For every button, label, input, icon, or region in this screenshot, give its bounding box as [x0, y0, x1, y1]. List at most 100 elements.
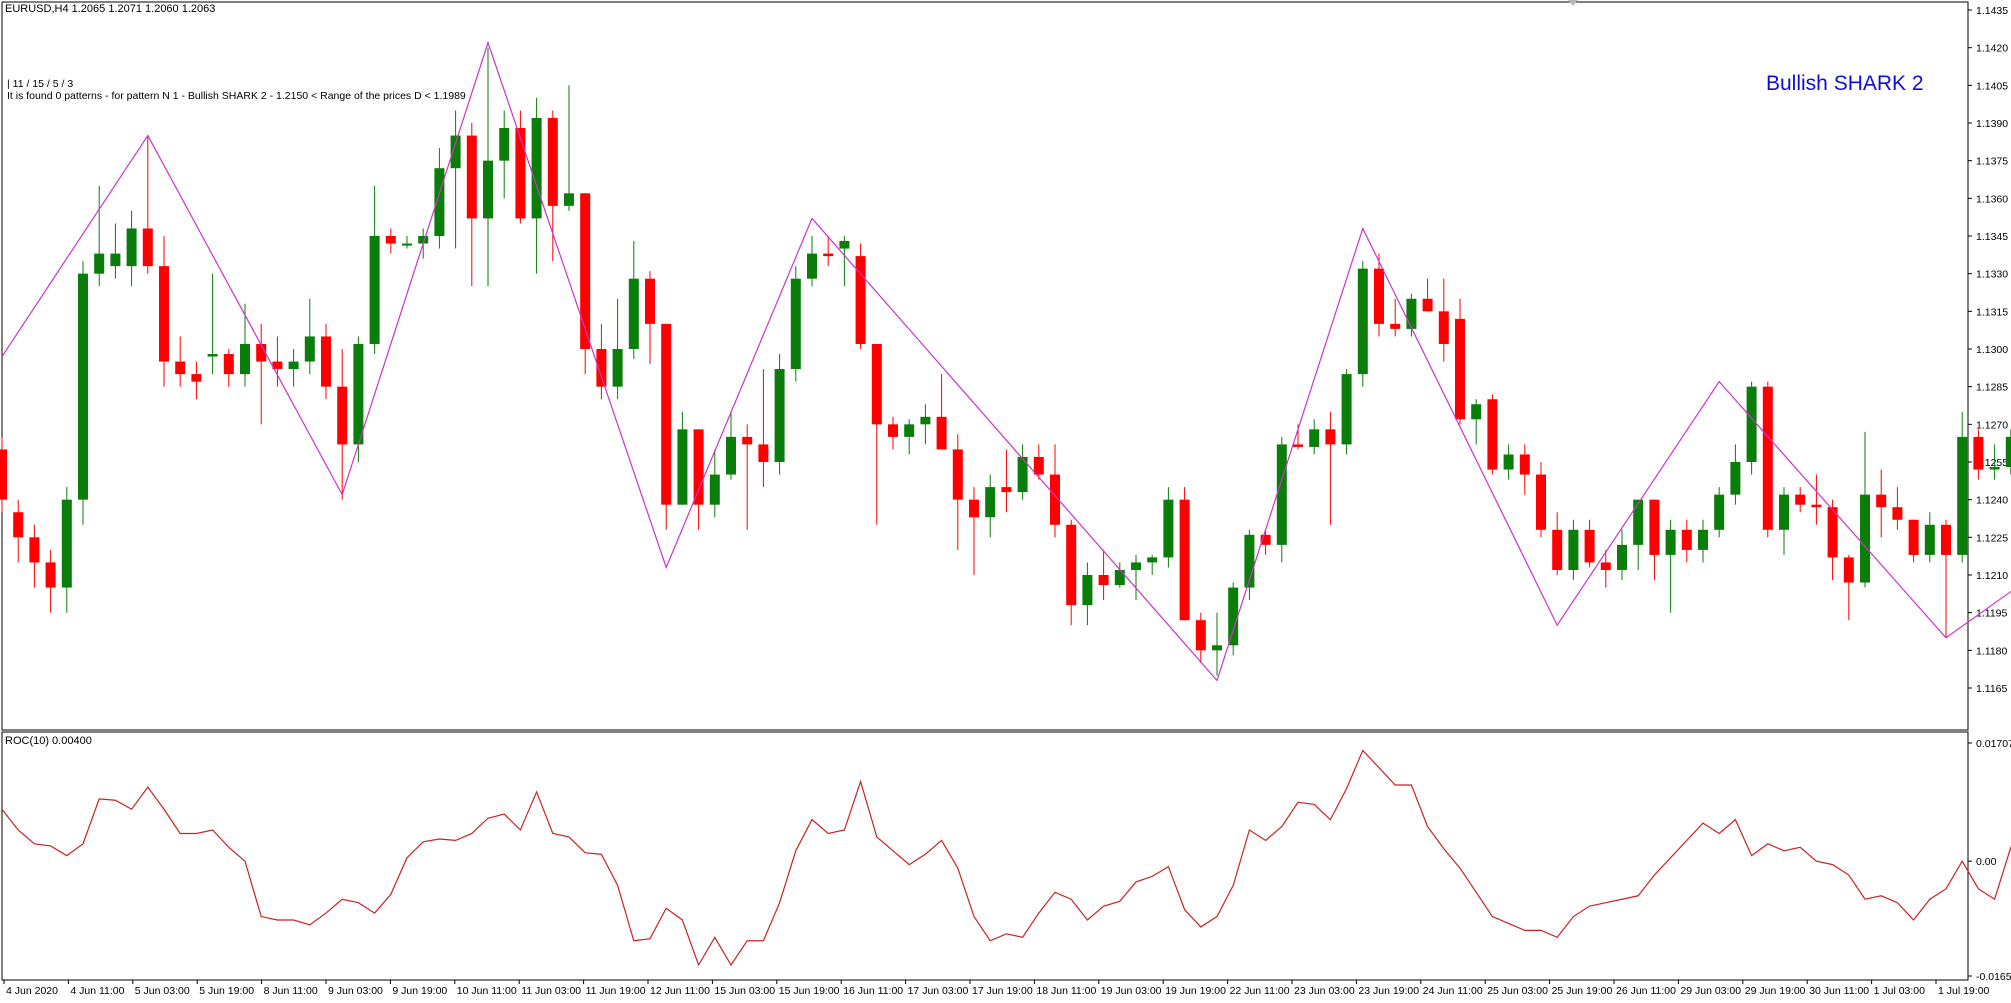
candle	[61, 487, 72, 613]
candle	[434, 148, 445, 249]
pattern-search-info: It is found 0 patterns - for pattern N 1…	[7, 90, 466, 102]
candle	[1633, 499, 1644, 570]
candle	[1860, 431, 1870, 588]
candle-body	[1147, 557, 1158, 563]
time-tick-label: 12 Jun 11:00	[650, 985, 710, 997]
price-chart-frame	[1, 1, 1969, 731]
candle	[483, 47, 493, 287]
roc-tick-label: 0.00	[1976, 856, 1997, 868]
candle	[823, 236, 834, 267]
candle-body	[1908, 519, 1919, 555]
candle	[321, 323, 331, 400]
candle	[1989, 444, 2000, 480]
candle-body	[1293, 444, 1303, 447]
candle	[1357, 261, 1368, 387]
candle-body	[321, 336, 331, 387]
candle	[385, 228, 396, 254]
candle	[726, 411, 736, 480]
candle-body	[645, 278, 655, 324]
candle	[223, 349, 234, 387]
price-tick-label: 1.1210	[1976, 570, 2008, 582]
candle-body	[1390, 323, 1401, 329]
candle	[580, 193, 591, 375]
candle	[1131, 554, 1141, 601]
candle	[45, 549, 56, 613]
pattern-title: Bullish SHARK 2	[1766, 72, 1924, 95]
candle-body	[1843, 557, 1854, 583]
candle-body	[1584, 529, 1595, 563]
candle	[353, 336, 364, 462]
candle-body	[904, 424, 915, 437]
candle	[1714, 487, 1725, 538]
symbol-header: EURUSD,H4 1.2065 1.2071 1.2060 1.2063	[5, 3, 216, 15]
candle	[1600, 549, 1611, 588]
time-tick-label: 4 Jun 2020	[6, 985, 58, 997]
candle	[1244, 529, 1255, 601]
time-tick-label: 15 Jun 19:00	[779, 985, 840, 997]
candle-body	[402, 243, 412, 246]
candle-body	[628, 278, 639, 349]
candle	[1795, 487, 1806, 513]
candle	[1325, 411, 1336, 525]
candle-body	[1163, 499, 1174, 558]
candle	[596, 323, 607, 400]
candle	[1309, 419, 1320, 455]
candle-body	[1681, 529, 1692, 550]
candle	[904, 419, 915, 455]
candle	[1422, 278, 1433, 312]
candle	[1050, 444, 1060, 538]
time-axis: 4 Jun 2020 4 Jun 11:00 5 Jun 03:00 5 Jun 19…	[3, 980, 1990, 997]
candle	[1827, 499, 1838, 581]
candle	[888, 416, 898, 450]
candle-body	[1924, 524, 1935, 555]
candle	[369, 185, 380, 355]
candle-body	[1374, 268, 1384, 324]
candle-body	[596, 349, 607, 387]
candle	[78, 261, 88, 525]
candle	[1114, 562, 1125, 588]
candlestick-series	[0, 47, 2011, 676]
candle	[29, 524, 40, 588]
candle-body	[855, 256, 866, 344]
candle	[1438, 278, 1449, 362]
candle-body	[1617, 544, 1627, 570]
price-tick-label: 1.1300	[1976, 344, 2008, 356]
candle-body	[985, 487, 996, 518]
candle-body	[159, 266, 169, 362]
candle-body	[126, 228, 137, 267]
candle	[1519, 444, 1530, 495]
candle	[1487, 394, 1498, 475]
price-tick-label: 1.1435	[1976, 5, 2008, 17]
candle	[499, 110, 510, 199]
time-tick-label: 1 Jul 19:00	[1938, 985, 1990, 997]
candle	[742, 424, 753, 530]
candle	[1811, 474, 1822, 525]
candle	[142, 135, 153, 274]
price-tick-label: 1.1180	[1976, 645, 2007, 657]
candle	[1568, 519, 1579, 581]
price-tick-label: 1.1240	[1976, 495, 2008, 507]
time-tick-label: 30 Jun 11:00	[1809, 985, 1869, 997]
candle-body	[1260, 534, 1271, 545]
candle-body	[1033, 456, 1044, 475]
candle-body	[1357, 268, 1368, 375]
time-tick-label: 23 Jun 03:00	[1294, 985, 1355, 997]
candle	[1260, 529, 1271, 555]
candle	[13, 499, 24, 563]
candle-body	[353, 343, 364, 445]
candle	[1033, 444, 1044, 480]
candle-body	[1892, 507, 1903, 520]
candle-body	[499, 128, 510, 161]
candle-body	[175, 361, 186, 375]
candle-body	[1066, 524, 1077, 606]
roc-tick-label: -0.01659	[1976, 971, 2011, 983]
candle-body	[1244, 534, 1255, 588]
candle	[645, 271, 655, 365]
chart-shift-marker-icon[interactable]	[1568, 0, 1578, 6]
price-tick-label: 1.1315	[1976, 306, 2008, 318]
time-tick-label: 29 Jun 19:00	[1745, 985, 1806, 997]
candle	[1957, 411, 1968, 563]
candle	[1098, 549, 1109, 601]
